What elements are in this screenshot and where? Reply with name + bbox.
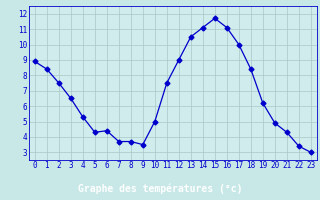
Text: Graphe des températures (°c): Graphe des températures (°c) — [78, 183, 242, 194]
